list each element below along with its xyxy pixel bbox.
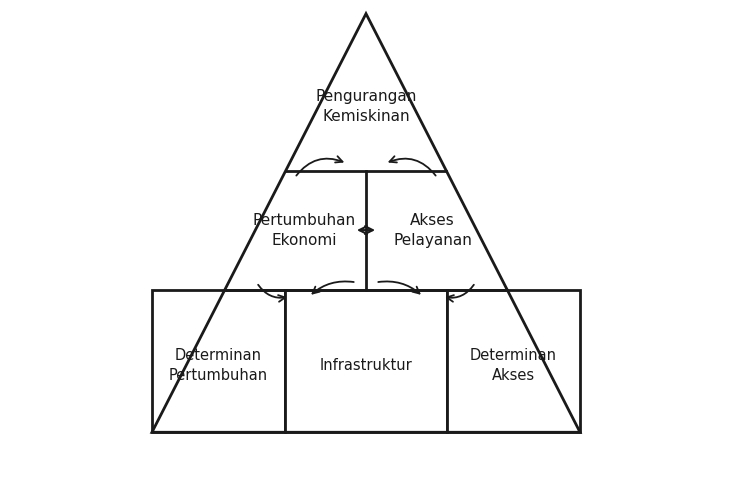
Bar xyxy=(285,289,447,432)
Text: Pertumbuhan
Ekonomi: Pertumbuhan Ekonomi xyxy=(253,212,356,247)
Text: Infrastruktur: Infrastruktur xyxy=(320,358,412,373)
Text: Determinan
Akses: Determinan Akses xyxy=(470,348,557,383)
Text: Determinan
Pertumbuhan: Determinan Pertumbuhan xyxy=(169,348,268,383)
Text: Pengurangan
Kemiskinan: Pengurangan Kemiskinan xyxy=(315,89,417,124)
Text: Akses
Pelayanan: Akses Pelayanan xyxy=(393,212,472,247)
Bar xyxy=(447,289,580,432)
Bar xyxy=(152,289,285,432)
